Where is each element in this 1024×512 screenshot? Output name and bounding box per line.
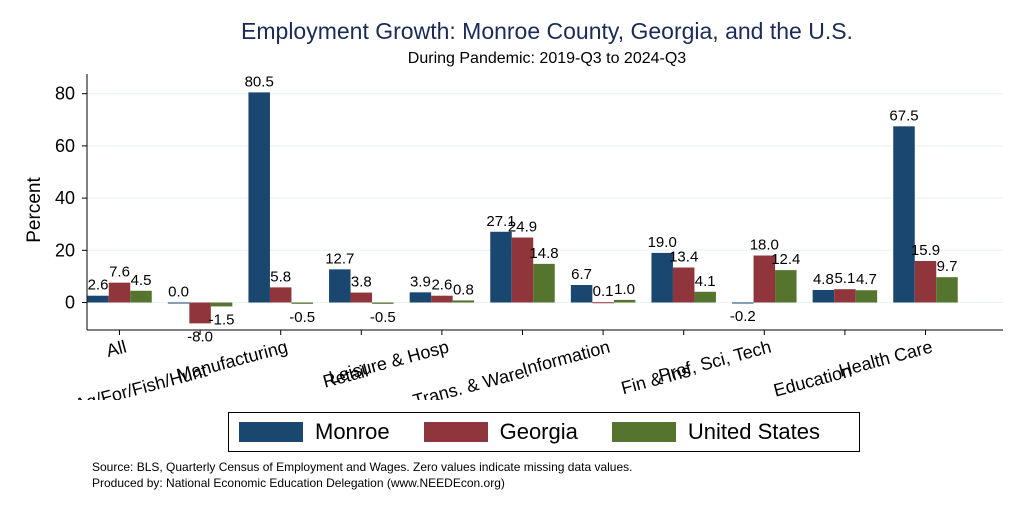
bar-united-states-trans-ware	[533, 263, 555, 303]
legend-swatch-united-states	[611, 422, 676, 442]
data-label-georgia: 5.1	[834, 270, 855, 287]
y-tick-label: 0	[65, 293, 75, 313]
data-label-georgia: 13.4	[669, 249, 698, 266]
x-tick-label: All	[104, 337, 129, 361]
bar-georgia-all	[108, 282, 131, 303]
data-label-monroe: 19.0	[648, 234, 677, 251]
bar-monroe-trans-ware	[490, 231, 512, 303]
y-tick-label: 20	[55, 240, 75, 260]
data-label-monroe: 6.7	[571, 266, 592, 283]
y-tick-label: 40	[55, 188, 75, 208]
data-label-united-states: 4.1	[695, 273, 716, 290]
data-label-united-states: -1.5	[209, 311, 235, 328]
bar-monroe-information	[570, 285, 593, 303]
legend-item-monroe: Monroe	[239, 419, 390, 445]
chart-subtitle: During Pandemic: 2019-Q3 to 2024-Q3	[407, 50, 687, 67]
data-label-monroe: 80.5	[245, 73, 274, 90]
chart-legend: Monroe Georgia United States	[228, 412, 860, 452]
bar-georgia-retail	[350, 292, 373, 303]
bar-georgia-education	[834, 289, 856, 303]
data-label-monroe: 27.1	[486, 213, 515, 230]
bar-united-states-fin-ins	[694, 291, 716, 303]
legend-swatch-georgia	[423, 422, 488, 442]
bar-monroe-prof-sci-tech	[732, 302, 754, 304]
data-label-monroe: 0.0	[168, 284, 189, 301]
y-axis-label: Percent	[24, 177, 45, 243]
data-label-united-states: 14.8	[529, 245, 558, 262]
x-tick-label: Leisure & Hosp	[327, 337, 451, 388]
legend-label-monroe: Monroe	[315, 419, 390, 444]
x-tick-label: Trans. & Ware.	[411, 361, 532, 400]
bar-united-states-education	[855, 290, 878, 303]
data-label-georgia: 15.9	[911, 242, 940, 259]
footer-source: Source: BLS, Quarterly Census of Employm…	[92, 460, 633, 474]
legend-label-united-states: United States	[687, 419, 820, 444]
bar-monroe-manufacturing	[248, 92, 270, 303]
bar-united-states-information	[613, 299, 636, 303]
bar-georgia-trans-ware	[511, 237, 534, 303]
x-tick-label: Prof, Sci, Tech	[656, 337, 773, 386]
chart-title: Employment Growth: Monroe County, Georgi…	[241, 18, 853, 44]
data-label-monroe: 3.9	[410, 273, 431, 290]
y-tick-label: 60	[55, 136, 75, 156]
data-label-georgia: 7.6	[109, 264, 130, 281]
x-tick-label: Health Care	[837, 337, 935, 381]
bar-monroe-ag-for-fish-hunt	[167, 302, 190, 304]
legend-item-georgia: Georgia	[423, 419, 578, 445]
bar-united-states-retail	[372, 302, 394, 304]
data-label-georgia: 2.6	[431, 277, 452, 294]
data-label-united-states: -0.5	[370, 309, 396, 326]
bar-georgia-prof-sci-tech	[753, 255, 776, 303]
bar-monroe-retail	[329, 269, 351, 303]
data-label-united-states: 0.8	[453, 281, 474, 298]
bar-monroe-fin-ins	[651, 252, 673, 303]
bar-monroe-health-care	[893, 126, 915, 303]
bar-georgia-health-care	[914, 261, 937, 303]
bar-united-states-leisure-hosp	[452, 300, 475, 303]
data-label-monroe: 67.5	[889, 107, 918, 124]
bar-united-states-prof-sci-tech	[775, 270, 797, 303]
data-label-georgia: 5.8	[270, 268, 291, 285]
data-label-united-states: 1.0	[614, 281, 635, 298]
bar-united-states-all	[130, 290, 152, 303]
data-label-georgia: 3.8	[351, 274, 372, 291]
data-label-united-states: 9.7	[937, 258, 958, 275]
data-label-georgia: -8.0	[187, 328, 213, 345]
bar-monroe-all	[87, 295, 109, 303]
data-label-monroe: 12.7	[325, 250, 354, 267]
bar-united-states-health-care	[936, 277, 958, 303]
data-label-georgia: 18.0	[750, 237, 779, 254]
bar-monroe-education	[812, 289, 835, 303]
bar-monroe-leisure-hosp	[409, 292, 432, 303]
data-label-georgia: 24.9	[508, 219, 537, 236]
legend-item-united-states: United States	[611, 419, 820, 445]
bar-united-states-manufacturing	[291, 302, 313, 304]
bar-georgia-fin-ins	[672, 267, 695, 303]
data-label-monroe: 2.6	[88, 277, 109, 294]
bar-georgia-information	[592, 302, 614, 304]
x-tick-label: Information	[520, 337, 612, 380]
data-label-georgia: 0.1	[593, 283, 614, 300]
bar-united-states-ag-for-fish-hunt	[210, 302, 233, 307]
legend-label-georgia: Georgia	[499, 419, 578, 444]
bar-georgia-leisure-hosp	[431, 295, 453, 303]
legend-swatch-monroe	[239, 422, 303, 442]
data-label-united-states: 4.7	[856, 271, 877, 288]
data-label-united-states: -0.5	[289, 309, 315, 326]
y-tick-label: 80	[55, 84, 75, 104]
bar-georgia-ag-for-fish-hunt	[189, 302, 211, 324]
data-label-united-states: 12.4	[771, 251, 800, 268]
bar-georgia-manufacturing	[269, 287, 292, 303]
footer-produced: Produced by: National Economic Education…	[92, 476, 505, 490]
data-label-united-states: 4.5	[131, 272, 152, 289]
data-label-monroe: 4.8	[813, 271, 834, 288]
data-label-monroe: -0.2	[730, 308, 756, 325]
